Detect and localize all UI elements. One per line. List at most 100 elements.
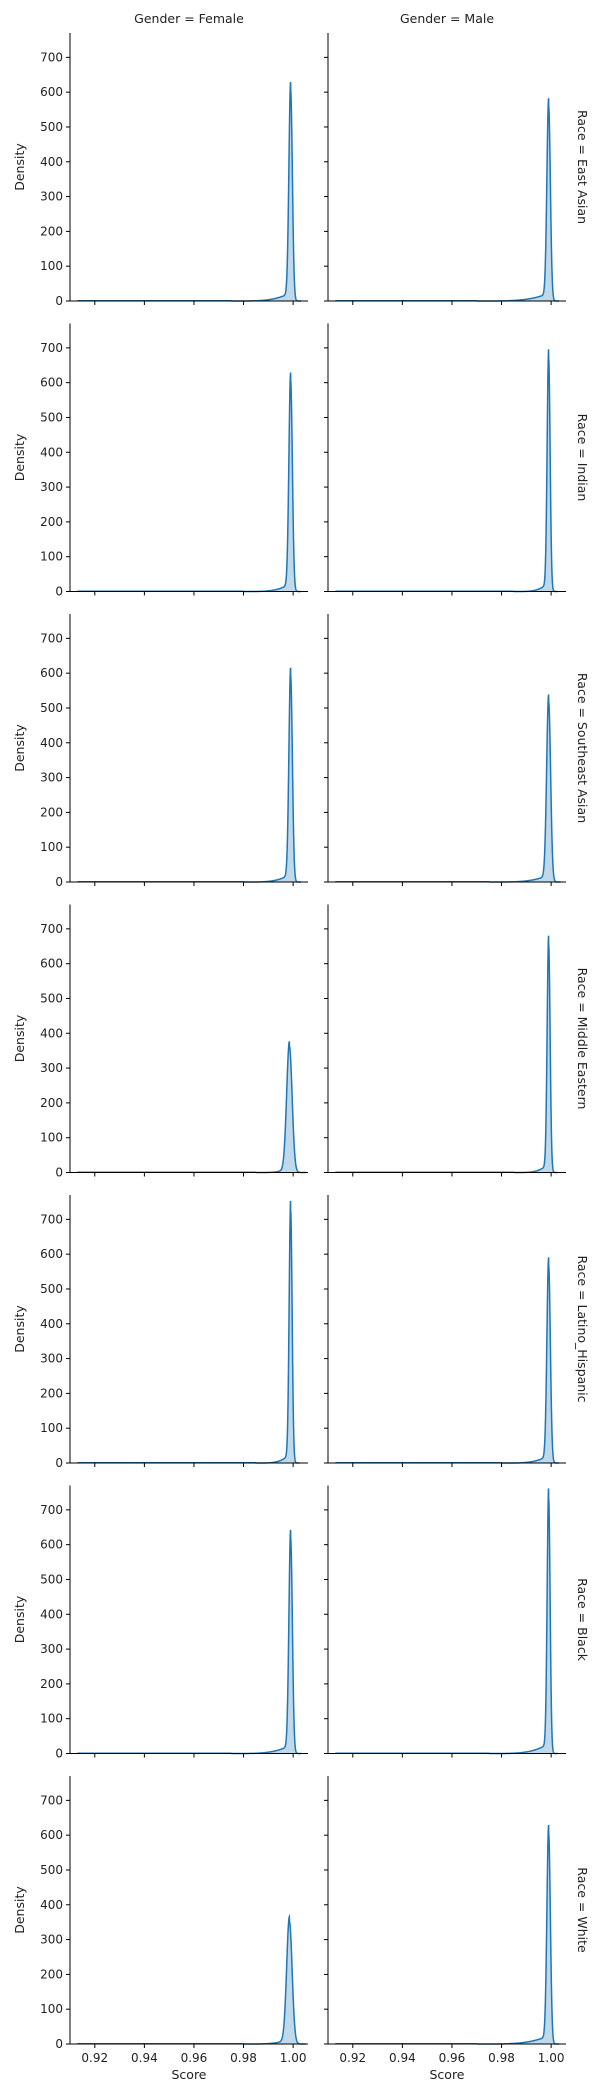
density-line	[77, 1041, 306, 1174]
y-tick-label: 600	[40, 1538, 63, 1552]
density-area	[335, 98, 560, 301]
density-area	[335, 694, 561, 882]
density-line	[335, 98, 560, 302]
y-tick-label: 300	[40, 1933, 63, 1947]
y-tick-label: 500	[40, 701, 63, 715]
density-area	[335, 1257, 560, 1463]
facet-panel-white-female: 0 100 200 300 400 500 600 700 0.92 0.94 0.96 0.98 1.…	[12, 1776, 308, 2082]
y-tick-label: 0	[55, 1166, 63, 1180]
y-axis-label: Density	[12, 143, 27, 191]
density-line	[77, 1200, 300, 1464]
y-tick-label: 600	[40, 1828, 63, 1842]
density-area	[77, 372, 302, 592]
density-line	[77, 667, 302, 883]
y-tick-label: 700	[40, 50, 63, 64]
y-tick-label: 100	[40, 1131, 63, 1145]
y-tick-label: 700	[40, 922, 63, 936]
density-line	[335, 1824, 560, 2045]
density-area	[77, 1200, 300, 1463]
density-line	[335, 935, 558, 1174]
y-tick-label: 200	[40, 1386, 63, 1400]
row-title: Race = Black	[575, 1578, 590, 1662]
row-title: Race = East Asian	[575, 110, 590, 224]
y-axis-label: Density	[12, 724, 27, 772]
y-tick-label: 300	[40, 480, 63, 494]
y-tick-label: 0	[55, 2037, 63, 2051]
x-tick-label: 0.92	[81, 2051, 108, 2065]
y-axis-label: Density	[12, 1595, 27, 1643]
y-tick-label: 100	[40, 259, 63, 273]
y-tick-label: 500	[40, 1282, 63, 1296]
y-tick-label: 0	[55, 294, 63, 308]
x-tick-label: 0.98	[230, 2051, 257, 2065]
y-tick-label: 600	[40, 1247, 63, 1261]
y-tick-label: 200	[40, 1096, 63, 1110]
density-area	[77, 1041, 306, 1173]
facet-panel-east-asian-male: Gender = Male Race = East Asian	[324, 11, 590, 305]
y-tick-label: 500	[40, 1863, 63, 1877]
x-tick-label: 0.98	[488, 2051, 515, 2065]
y-tick-label: 100	[40, 1712, 63, 1726]
x-tick-label: 0.96	[439, 2051, 466, 2065]
y-tick-label: 700	[40, 1503, 63, 1517]
column-title: Gender = Male	[400, 11, 494, 26]
y-tick-label: 400	[40, 445, 63, 459]
density-line	[77, 81, 302, 302]
y-tick-label: 0	[55, 1456, 63, 1470]
facet-panel-indian-male: Race = Indian	[324, 323, 590, 596]
y-tick-label: 400	[40, 1317, 63, 1331]
facet-panel-indian-female: 0 100 200 300 400 500 600 700 Density	[12, 323, 308, 599]
facet-panel-black-female: 0 100 200 300 400 500 600 700 Density	[12, 1485, 308, 1761]
row-title: Race = White	[575, 1867, 590, 1953]
density-line	[335, 694, 561, 883]
y-tick-label: 300	[40, 1642, 63, 1656]
y-tick-label: 300	[40, 190, 63, 204]
y-tick-label: 200	[40, 1967, 63, 1981]
density-line	[77, 1529, 302, 1755]
density-line	[335, 1488, 558, 1755]
facet-panel-black-male: Race = Black	[324, 1485, 590, 1758]
row-title: Race = Latino_Hispanic	[575, 1255, 590, 1402]
density-line	[335, 349, 558, 593]
y-tick-label: 400	[40, 736, 63, 750]
y-axis-label: Density	[12, 1886, 27, 1934]
facet-panel-white-male: 0.92 0.94 0.96 0.98 1.00 Score Race = White	[324, 1776, 590, 2082]
density-area	[77, 1529, 302, 1754]
y-tick-label: 100	[40, 2002, 63, 2016]
facet-panel-east-asian-female: 0 100 200 300 400 500 600 700 Gender = Female Den…	[12, 11, 308, 308]
x-tick-label: 0.94	[131, 2051, 158, 2065]
x-tick-label: 0.92	[339, 2051, 366, 2065]
y-tick-label: 400	[40, 155, 63, 169]
y-tick-label: 200	[40, 805, 63, 819]
y-axis-label: Density	[12, 433, 27, 481]
x-axis-label: Score	[171, 2067, 206, 2082]
density-line	[77, 372, 302, 593]
y-tick-label: 0	[55, 1747, 63, 1761]
x-tick-label: 0.94	[389, 2051, 416, 2065]
x-axis-label: Score	[429, 2067, 464, 2082]
x-tick-label: 0.96	[181, 2051, 208, 2065]
density-area	[335, 935, 558, 1173]
density-area	[77, 667, 302, 882]
y-tick-label: 100	[40, 550, 63, 564]
y-tick-label: 600	[40, 666, 63, 680]
y-tick-label: 600	[40, 376, 63, 390]
density-area	[77, 82, 302, 301]
facet-panel-southeast-asian-female: 0 100 200 300 400 500 600 700 Density	[12, 614, 308, 889]
y-tick-label: 700	[40, 631, 63, 645]
y-tick-label: 500	[40, 410, 63, 424]
y-tick-label: 500	[40, 120, 63, 134]
density-area	[335, 1488, 558, 1754]
y-tick-label: 300	[40, 1061, 63, 1075]
facet-panel-southeast-asian-male: Race = Southeast Asian	[324, 614, 590, 886]
y-tick-label: 500	[40, 1572, 63, 1586]
density-area	[335, 349, 558, 592]
row-title: Race = Middle Eastern	[575, 968, 590, 1110]
y-tick-label: 700	[40, 341, 63, 355]
x-tick-label: 1.00	[280, 2051, 307, 2065]
facet-panel-latino-hispanic-female: 0 100 200 300 400 500 600 700 Density	[12, 1195, 308, 1470]
facet-panel-middle-eastern-female: 0 100 200 300 400 500 600 700 Density	[12, 904, 308, 1180]
y-axis-label: Density	[12, 1305, 27, 1353]
facet-panel-latino-hispanic-male: Race = Latino_Hispanic	[324, 1195, 590, 1467]
